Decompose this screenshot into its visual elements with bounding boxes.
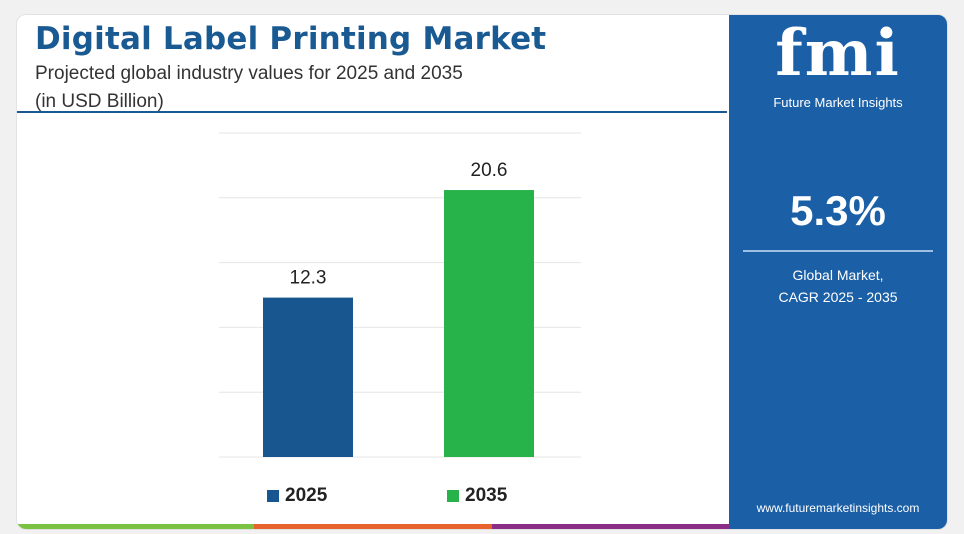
legend-swatch [267,490,279,502]
subtitle-line-1: Projected global industry values for 202… [35,63,463,84]
bottom-bar-segment [491,524,729,529]
website-link[interactable]: www.futuremarketinsights.com [756,501,920,515]
bottom-bar-segment [254,524,492,529]
legend-label: 2025 [285,485,328,506]
bar-chart: 12.3 20.6 [219,132,581,458]
chart-card: Digital Label Printing Market Projected … [16,14,948,530]
cagr-value: 5.3% [790,187,886,234]
subtitle-line-2: (in USD Billion) [35,91,164,112]
side-panel: fmi Future Market Insights 5.3% Global M… [729,15,947,529]
chart-legend: 2025 2035 [267,485,587,515]
cagr-label-line-2: CAGR 2025 - 2035 [778,289,898,305]
legend-swatch [447,490,459,502]
data-label-2025: 12.3 [290,268,327,289]
legend-label: 2035 [465,485,508,506]
chart-subtitle: Projected global industry values for 202… [35,60,635,116]
cagr-label-line-1: Global Market, [792,267,884,283]
cagr-label: Global Market, CAGR 2025 - 2035 [729,264,947,308]
bottom-bar-segment [17,524,255,529]
bar-2035 [444,190,534,458]
legend-item-2035: 2035 [447,485,507,507]
legend-item-2025: 2025 [267,485,327,507]
cagr-divider [743,250,933,252]
bar-2025 [263,297,353,457]
fmi-logo: fmi [775,16,901,91]
data-label-2035: 20.6 [471,160,508,181]
chart-title: Digital Label Printing Market [35,21,547,57]
header-divider [17,111,727,113]
logo-subtitle: Future Market Insights [773,95,903,110]
bottom-color-bar [17,524,729,529]
